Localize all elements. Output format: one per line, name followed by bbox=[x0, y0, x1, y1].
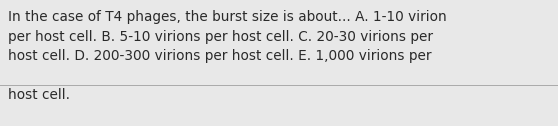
Text: In the case of T4 phages, the burst size is about... A. 1-10 virion: In the case of T4 phages, the burst size… bbox=[8, 10, 447, 24]
Text: host cell. D. 200-300 virions per host cell. E. 1,000 virions per: host cell. D. 200-300 virions per host c… bbox=[8, 49, 431, 63]
Text: host cell.: host cell. bbox=[8, 88, 70, 102]
Text: per host cell. B. 5-10 virions per host cell. C. 20-30 virions per: per host cell. B. 5-10 virions per host … bbox=[8, 29, 433, 43]
